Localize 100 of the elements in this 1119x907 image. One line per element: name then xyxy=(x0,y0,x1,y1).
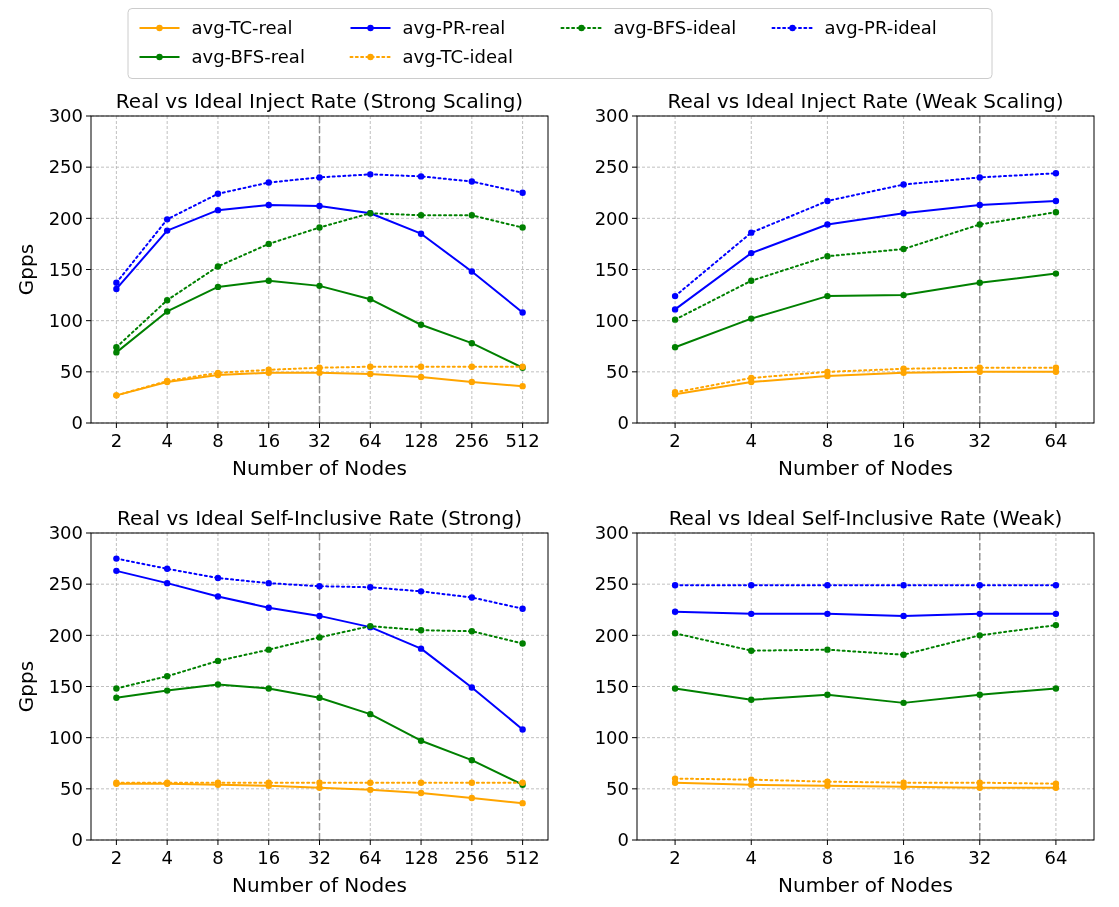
point xyxy=(163,687,171,694)
point xyxy=(265,277,272,284)
point xyxy=(367,363,374,370)
point xyxy=(265,179,272,186)
point xyxy=(900,210,907,217)
x-tick-label: 32 xyxy=(308,430,331,451)
point xyxy=(824,691,831,698)
chart-title: Real vs Ideal Self-Inclusive Rate (Weak) xyxy=(668,506,1063,530)
point xyxy=(113,555,120,562)
legend-label: avg-BFS-real xyxy=(191,46,305,68)
point xyxy=(214,593,222,600)
point xyxy=(671,581,679,589)
y-tick-label: 250 xyxy=(48,156,83,178)
point xyxy=(468,339,476,347)
x-tick-label: 128 xyxy=(403,847,439,868)
x-tick-label: 64 xyxy=(1044,847,1068,868)
point xyxy=(417,737,425,744)
point xyxy=(113,685,120,692)
y-tick-label: 250 xyxy=(594,573,629,595)
point xyxy=(976,174,983,181)
point xyxy=(1052,621,1060,629)
y-tick-label: 200 xyxy=(594,624,629,646)
point xyxy=(671,306,679,313)
point xyxy=(1052,685,1060,692)
y-tick-label: 0 xyxy=(617,412,629,434)
x-tick-label: 32 xyxy=(308,847,331,868)
point xyxy=(417,230,425,237)
point xyxy=(265,604,272,611)
point xyxy=(748,374,755,382)
point xyxy=(316,694,323,701)
y-axis-title: Gpps xyxy=(14,660,38,713)
point xyxy=(316,779,323,786)
point xyxy=(468,268,476,275)
point xyxy=(367,710,374,718)
x-tick-label: 64 xyxy=(358,430,382,451)
point xyxy=(163,579,171,587)
point xyxy=(214,206,222,214)
point xyxy=(519,726,526,733)
point xyxy=(900,612,907,620)
point xyxy=(367,370,374,378)
point xyxy=(468,378,476,386)
x-tick-label: 2 xyxy=(669,430,681,451)
x-axis-title: Number of Nodes xyxy=(778,873,953,897)
y-tick-label: 250 xyxy=(594,156,629,178)
point xyxy=(1052,364,1060,371)
y-tick-label: 300 xyxy=(48,522,83,544)
point xyxy=(519,224,526,231)
y-tick-label: 0 xyxy=(71,829,83,851)
y-tick-label: 300 xyxy=(48,105,83,127)
x-tick-label: 8 xyxy=(212,430,224,451)
point xyxy=(976,201,983,209)
point xyxy=(748,249,755,257)
point xyxy=(900,181,907,188)
point xyxy=(113,344,120,351)
point xyxy=(1052,270,1060,277)
x-tick-label: 8 xyxy=(821,430,834,451)
point xyxy=(316,364,323,371)
point xyxy=(417,789,425,797)
point xyxy=(824,610,831,618)
point xyxy=(417,627,425,634)
point xyxy=(163,216,171,223)
point xyxy=(976,632,983,639)
y-tick-label: 50 xyxy=(60,361,83,383)
point xyxy=(468,756,476,764)
legend-label: avg-TC-real xyxy=(191,17,293,39)
point xyxy=(900,699,907,707)
y-tick-label: 250 xyxy=(48,573,83,595)
point xyxy=(748,315,755,322)
point xyxy=(671,608,679,615)
point xyxy=(976,364,983,371)
point xyxy=(316,202,323,210)
point xyxy=(748,229,755,236)
point xyxy=(519,799,526,807)
y-tick-label: 0 xyxy=(71,412,83,434)
y-tick-label: 150 xyxy=(48,258,83,280)
point xyxy=(163,673,171,680)
legend-label: avg-BFS-ideal xyxy=(613,17,737,39)
point xyxy=(468,779,476,786)
point xyxy=(316,282,323,290)
point xyxy=(214,657,222,665)
point xyxy=(316,369,323,377)
x-tick-label: 2 xyxy=(669,847,681,868)
point xyxy=(1052,780,1060,787)
point xyxy=(900,651,907,658)
point xyxy=(748,776,755,783)
point xyxy=(976,610,983,618)
point xyxy=(824,221,831,228)
point xyxy=(671,316,679,323)
point xyxy=(367,584,374,591)
point xyxy=(265,201,272,209)
point xyxy=(316,612,323,620)
point xyxy=(265,646,272,653)
point xyxy=(900,779,907,786)
point xyxy=(468,794,476,802)
point xyxy=(976,221,983,228)
point xyxy=(519,605,526,612)
y-tick-label: 100 xyxy=(48,726,83,748)
point xyxy=(824,253,831,260)
point xyxy=(214,263,222,270)
x-tick-label: 2 xyxy=(110,430,123,451)
